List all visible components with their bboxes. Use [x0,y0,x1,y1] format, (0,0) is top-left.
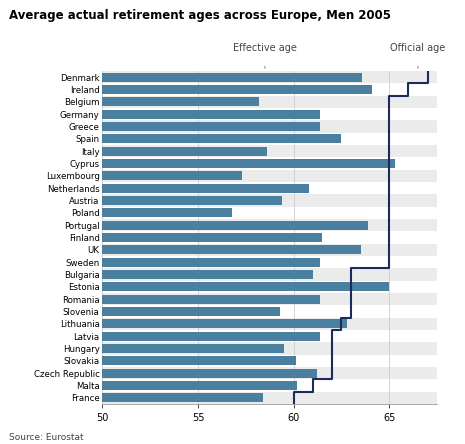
Bar [102,221,368,230]
Bar [102,145,437,157]
Bar [102,319,347,328]
Bar [102,244,437,256]
Bar [102,184,309,193]
Bar [102,332,320,341]
Bar [102,147,267,156]
Bar [102,85,372,94]
Bar [102,219,437,231]
Text: Average actual retirement ages across Europe, Men 2005: Average actual retirement ages across Eu… [9,9,392,22]
Bar [102,357,296,365]
Bar [102,307,280,316]
Bar [102,110,320,119]
Bar [102,392,437,404]
Bar [102,246,360,254]
Bar [102,367,437,379]
Bar [102,71,437,83]
Bar [102,295,320,304]
Bar [102,344,284,353]
Bar [102,120,437,133]
Text: Source: Eurostat: Source: Eurostat [9,433,84,442]
Text: Effective age: Effective age [233,43,297,53]
Bar [102,73,363,82]
Bar [102,393,263,402]
Bar [102,122,320,131]
Bar [102,381,298,390]
Bar [102,270,313,279]
Bar [102,342,437,355]
Bar [102,318,437,330]
Bar [102,135,341,143]
Bar [102,97,259,106]
Bar [102,194,437,207]
Bar [102,268,437,281]
Bar [102,170,437,182]
Bar [102,282,389,291]
Bar [102,96,437,108]
Bar [102,369,317,378]
Bar [102,159,395,168]
Bar [102,233,322,242]
Bar [102,293,437,305]
Text: Official age: Official age [390,43,445,53]
Bar [102,258,320,267]
Bar [102,171,242,180]
Bar [102,208,232,217]
Bar [102,196,282,205]
